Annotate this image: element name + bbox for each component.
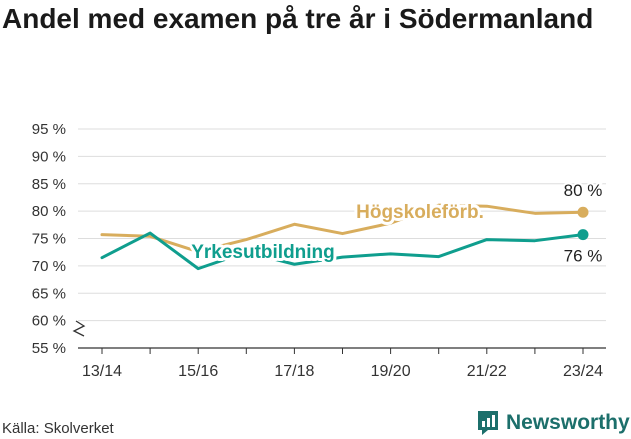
end-point-marker — [577, 229, 589, 241]
series-label: Yrkesutbildning — [191, 242, 335, 263]
end-point-marker — [577, 206, 589, 218]
x-tick-label: 23/24 — [563, 363, 603, 380]
series-layer — [100, 203, 589, 271]
x-tick-label: 17/18 — [274, 363, 314, 380]
y-tick-label: 70 % — [32, 258, 66, 275]
y-tick-label: 75 % — [32, 231, 66, 248]
end-value-label: 76 % — [564, 247, 603, 266]
label-layer: Högskoleförb. 80 % Yrkesutbildning 76 % — [188, 179, 604, 267]
newsworthy-logo: Newsworthy — [476, 408, 630, 438]
axis-break-icon — [72, 320, 86, 337]
axis-layer: 55 % 60 % 65 % 70 % 75 % 80 % 85 % 90 % 95 % 13/1… — [32, 121, 606, 380]
x-tick-label: 21/22 — [467, 363, 507, 380]
y-tick-label: 85 % — [32, 176, 66, 193]
brand-name: Newsworthy — [506, 411, 630, 434]
series-label: Högskoleförb. — [356, 202, 484, 223]
y-tick-label: 55 % — [32, 340, 66, 357]
x-tick-label: 19/20 — [371, 363, 411, 380]
chart-title: Andel med examen på tre år i Södermanlan… — [2, 3, 594, 34]
series-line-hogskoleforb — [100, 203, 585, 254]
y-tick-label: 80 % — [32, 203, 66, 220]
newsworthy-logo-icon — [478, 411, 498, 435]
y-tick-label: 90 % — [32, 148, 66, 165]
source-note: Källa: Skolverket — [2, 420, 114, 437]
x-tick-label: 13/14 — [82, 363, 122, 380]
y-tick-label: 95 % — [32, 121, 66, 138]
series-line-yrkesutbildning — [100, 231, 585, 271]
end-value-label: 80 % — [564, 181, 603, 200]
x-tick-label: 15/16 — [178, 363, 218, 380]
y-tick-label: 60 % — [32, 313, 66, 330]
y-tick-label: 65 % — [32, 285, 66, 302]
